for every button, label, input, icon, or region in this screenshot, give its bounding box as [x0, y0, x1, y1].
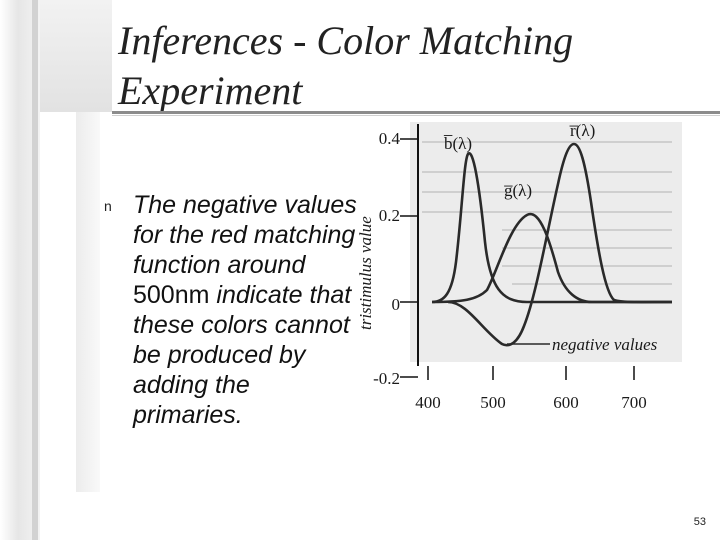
slide-title: Inferences - Color Matching Experiment — [118, 18, 574, 113]
title-divider — [112, 111, 720, 114]
bullet-text-part1: The negative values for the red matching… — [133, 191, 357, 279]
bullet-text-value: 500 — [133, 281, 175, 309]
title-divider-shadow — [112, 115, 720, 116]
x-tick-label: 700 — [621, 393, 647, 412]
bullet-text-part3: indicate that these colors cannot be pro… — [133, 281, 352, 429]
green-curve-label: g̅(λ) — [503, 181, 532, 200]
y-tick-label: 0 — [392, 295, 401, 314]
red-curve-label: r̅(λ) — [569, 121, 595, 140]
red-matching-curve — [447, 142, 673, 347]
bullet-text: The negative values for the red matching… — [133, 190, 365, 430]
y-tick-label: 0.2 — [379, 206, 400, 225]
x-tick-label: 400 — [415, 393, 441, 412]
slide-number: 53 — [693, 516, 706, 528]
negative-values-annotation: negative values — [552, 335, 658, 354]
left-decor-stripe — [32, 0, 38, 540]
y-tick-label: -0.2 — [373, 369, 400, 388]
color-matching-figure: 0.4 0.2 0 -0.2 400 500 600 700 tristimul… — [356, 121, 682, 412]
x-tick-label: 600 — [553, 393, 579, 412]
left-decor-column — [76, 112, 100, 492]
y-tick-label: 0.4 — [379, 129, 401, 148]
y-axis-label: tristimulus value — [356, 216, 375, 330]
blue-curve-label: b̅(λ) — [443, 134, 472, 153]
left-decor-block — [40, 0, 112, 112]
green-matching-curve — [431, 212, 672, 304]
x-tick-label: 500 — [480, 393, 506, 412]
bullet-marker: n — [104, 198, 112, 214]
blue-matching-curve — [431, 152, 672, 304]
bullet-text-unit: nm — [174, 281, 210, 309]
